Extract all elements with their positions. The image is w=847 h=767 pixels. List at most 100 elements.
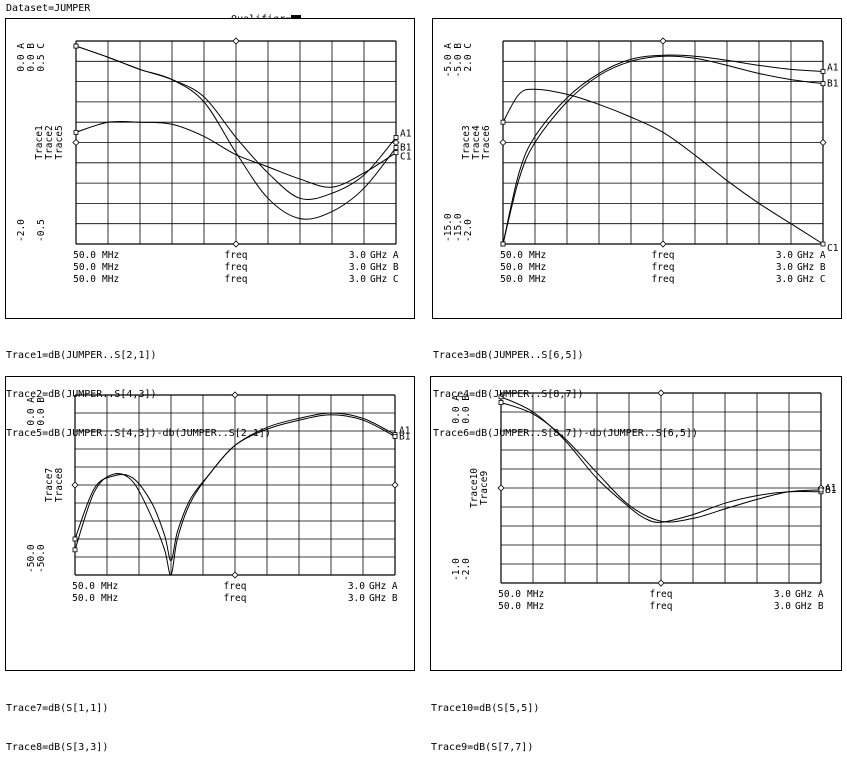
x-axis-start-value: 50.0 [500, 274, 523, 285]
reference-diamond-marker [71, 481, 79, 489]
reference-diamond-marker [72, 138, 80, 147]
y-axis-series-label: Trace1 [34, 125, 45, 160]
chart-svg: 0.0 A -2.0 Trace1 0.0 B Trace2 0.5 C -0.5 Trace… [16, 37, 412, 285]
x-axis-label: freq [652, 250, 675, 261]
reference-diamond-marker [232, 240, 240, 248]
series-endpoint-marker [498, 394, 504, 400]
x-axis-start-unit: MHz [102, 274, 119, 285]
x-axis-stop-unit: GHz A [795, 589, 824, 600]
x-axis-label: freq [225, 250, 248, 261]
y-axis-bottom-label: -2.0 [463, 219, 474, 242]
x-axis-start-value: 50.0 [498, 589, 521, 600]
x-axis-start-unit: MHz [527, 601, 544, 612]
x-axis-start-value: 50.0 [500, 250, 523, 261]
series-endpoint-marker [73, 43, 79, 49]
x-axis-start-unit: MHz [527, 589, 544, 600]
series-marker-label: A1 [825, 483, 837, 494]
y-axis-top-label: 0.5 C [36, 43, 47, 72]
y-axis-top-label: 0.0 A [16, 43, 27, 72]
reference-diamond-marker [392, 138, 400, 147]
reference-diamond-marker [231, 391, 239, 399]
series-endpoint-marker [820, 241, 826, 247]
reference-diamond-marker [819, 138, 827, 147]
reference-diamond-marker [659, 240, 667, 248]
y-axis-top-label: 0.0 B [36, 397, 47, 426]
y-axis-series-label: Trace5 [54, 125, 65, 159]
y-axis-bottom-label: -15.0 [453, 213, 464, 242]
series-marker-label: C1 [827, 243, 839, 254]
x-axis-start-unit: MHz [529, 262, 546, 273]
series-line [74, 414, 396, 562]
formula-line: Trace2=dB(JUMPER..S[4,3]) [6, 389, 157, 400]
y-axis-bottom-label: -1.0 [451, 558, 462, 581]
x-axis-stop-value: 3.0 [776, 274, 793, 285]
plot-area [72, 37, 400, 248]
series-marker-label: A1 [400, 128, 412, 139]
plot-area [497, 389, 825, 587]
series-endpoint-marker [73, 129, 79, 135]
formula-line: Trace7=dB(S[1,1]) [6, 703, 109, 714]
formula-list-top-right: Trace3=dB(JUMPER..S[6,5]) Trace4=dB(JUMP… [433, 323, 698, 453]
x-axis-label: freq [652, 274, 675, 285]
y-axis-series-label: Trace2 [44, 125, 55, 159]
y-axis-series-label: Trace9 [479, 471, 490, 506]
series-marker-label: B1 [399, 431, 411, 442]
x-axis-stop-unit: GHz B [369, 593, 398, 604]
y-axis-bottom-label: -0.5 [36, 219, 47, 242]
x-axis-start-unit: MHz [102, 262, 119, 273]
x-axis-stop-value: 3.0 [774, 601, 791, 612]
x-axis-start-value: 50.0 [73, 274, 96, 285]
y-axis-series-label: Trace4 [471, 125, 482, 160]
series-endpoint-marker [392, 434, 398, 439]
chart-panel-top-right: -5.0 A -15.0 Trace3 -5.0 B -15.0 Trace4 2.0 C -… [432, 18, 842, 319]
y-axis-series-label: Trace3 [461, 125, 472, 159]
y-axis-top-label: 0.0 B [26, 43, 37, 72]
formula-line: Trace3=dB(JUMPER..S[6,5]) [433, 350, 584, 361]
series-endpoint-marker [393, 135, 399, 140]
series-marker-label: A1 [827, 62, 839, 73]
y-axis-top-label: -5.0 A [443, 43, 454, 78]
x-axis-stop-unit: GHz A [369, 581, 398, 592]
series-line [502, 55, 824, 245]
x-axis-start-unit: MHz [102, 250, 119, 261]
formula-line: Trace1=dB(JUMPER..S[2,1]) [6, 350, 157, 361]
series-endpoint-marker [393, 145, 399, 150]
x-axis-stop-value: 3.0 [348, 593, 365, 604]
x-axis-start-unit: MHz [529, 274, 546, 285]
x-axis-stop-value: 3.0 [349, 262, 366, 273]
y-axis-top-label: 0.0 B [461, 395, 472, 424]
x-axis-label: freq [224, 593, 247, 604]
y-axis-top-label: 2.0 C [463, 43, 474, 72]
x-axis-stop-value: 3.0 [349, 250, 366, 261]
formula-list-top-left: Trace1=dB(JUMPER..S[2,1]) Trace2=dB(JUMP… [6, 323, 271, 453]
x-axis-stop-unit: GHz A [370, 250, 399, 261]
plot-area [499, 37, 827, 248]
y-axis-series-label: Trace8 [54, 468, 65, 503]
series-marker-label: B1 [825, 485, 837, 496]
y-axis-series-label: Trace10 [469, 468, 480, 508]
y-axis-top-label: 0.0 A [451, 395, 462, 424]
chart-svg: -5.0 A -15.0 Trace3 -5.0 B -15.0 Trace4 2.0 C -… [443, 37, 839, 285]
dataset-label: Dataset=JUMPER [6, 3, 91, 14]
reference-diamond-marker [499, 138, 507, 147]
chart-panel-top-left: 0.0 A -2.0 Trace1 0.0 B Trace2 0.5 C -0.5 Trace… [5, 18, 415, 319]
y-axis-top-label: -5.0 B [453, 43, 464, 78]
reference-diamond-marker [391, 481, 399, 489]
x-axis-stop-unit: GHz C [797, 274, 826, 285]
x-axis-stop-unit: GHz B [370, 262, 399, 273]
reference-diamond-marker [657, 389, 665, 397]
series-marker-label: C1 [400, 152, 412, 163]
series-line [75, 120, 397, 188]
x-axis-start-unit: MHz [101, 581, 118, 592]
y-axis-series-label: Trace6 [481, 125, 492, 160]
reference-diamond-marker [232, 37, 240, 45]
series-line [500, 402, 822, 523]
formula-line: Trace4=dB(JUMPER..S[8,7]) [433, 389, 584, 400]
formula-list-bottom-left: Trace7=dB(S[1,1]) Trace8=dB(S[3,3]) [6, 676, 108, 767]
x-axis-start-value: 50.0 [73, 262, 96, 273]
x-axis-start-unit: MHz [529, 250, 546, 261]
y-axis-top-label: 0.0 A [26, 397, 37, 426]
formula-line: Trace9=dB(S[7,7]) [431, 742, 534, 753]
reference-diamond-marker [659, 37, 667, 45]
